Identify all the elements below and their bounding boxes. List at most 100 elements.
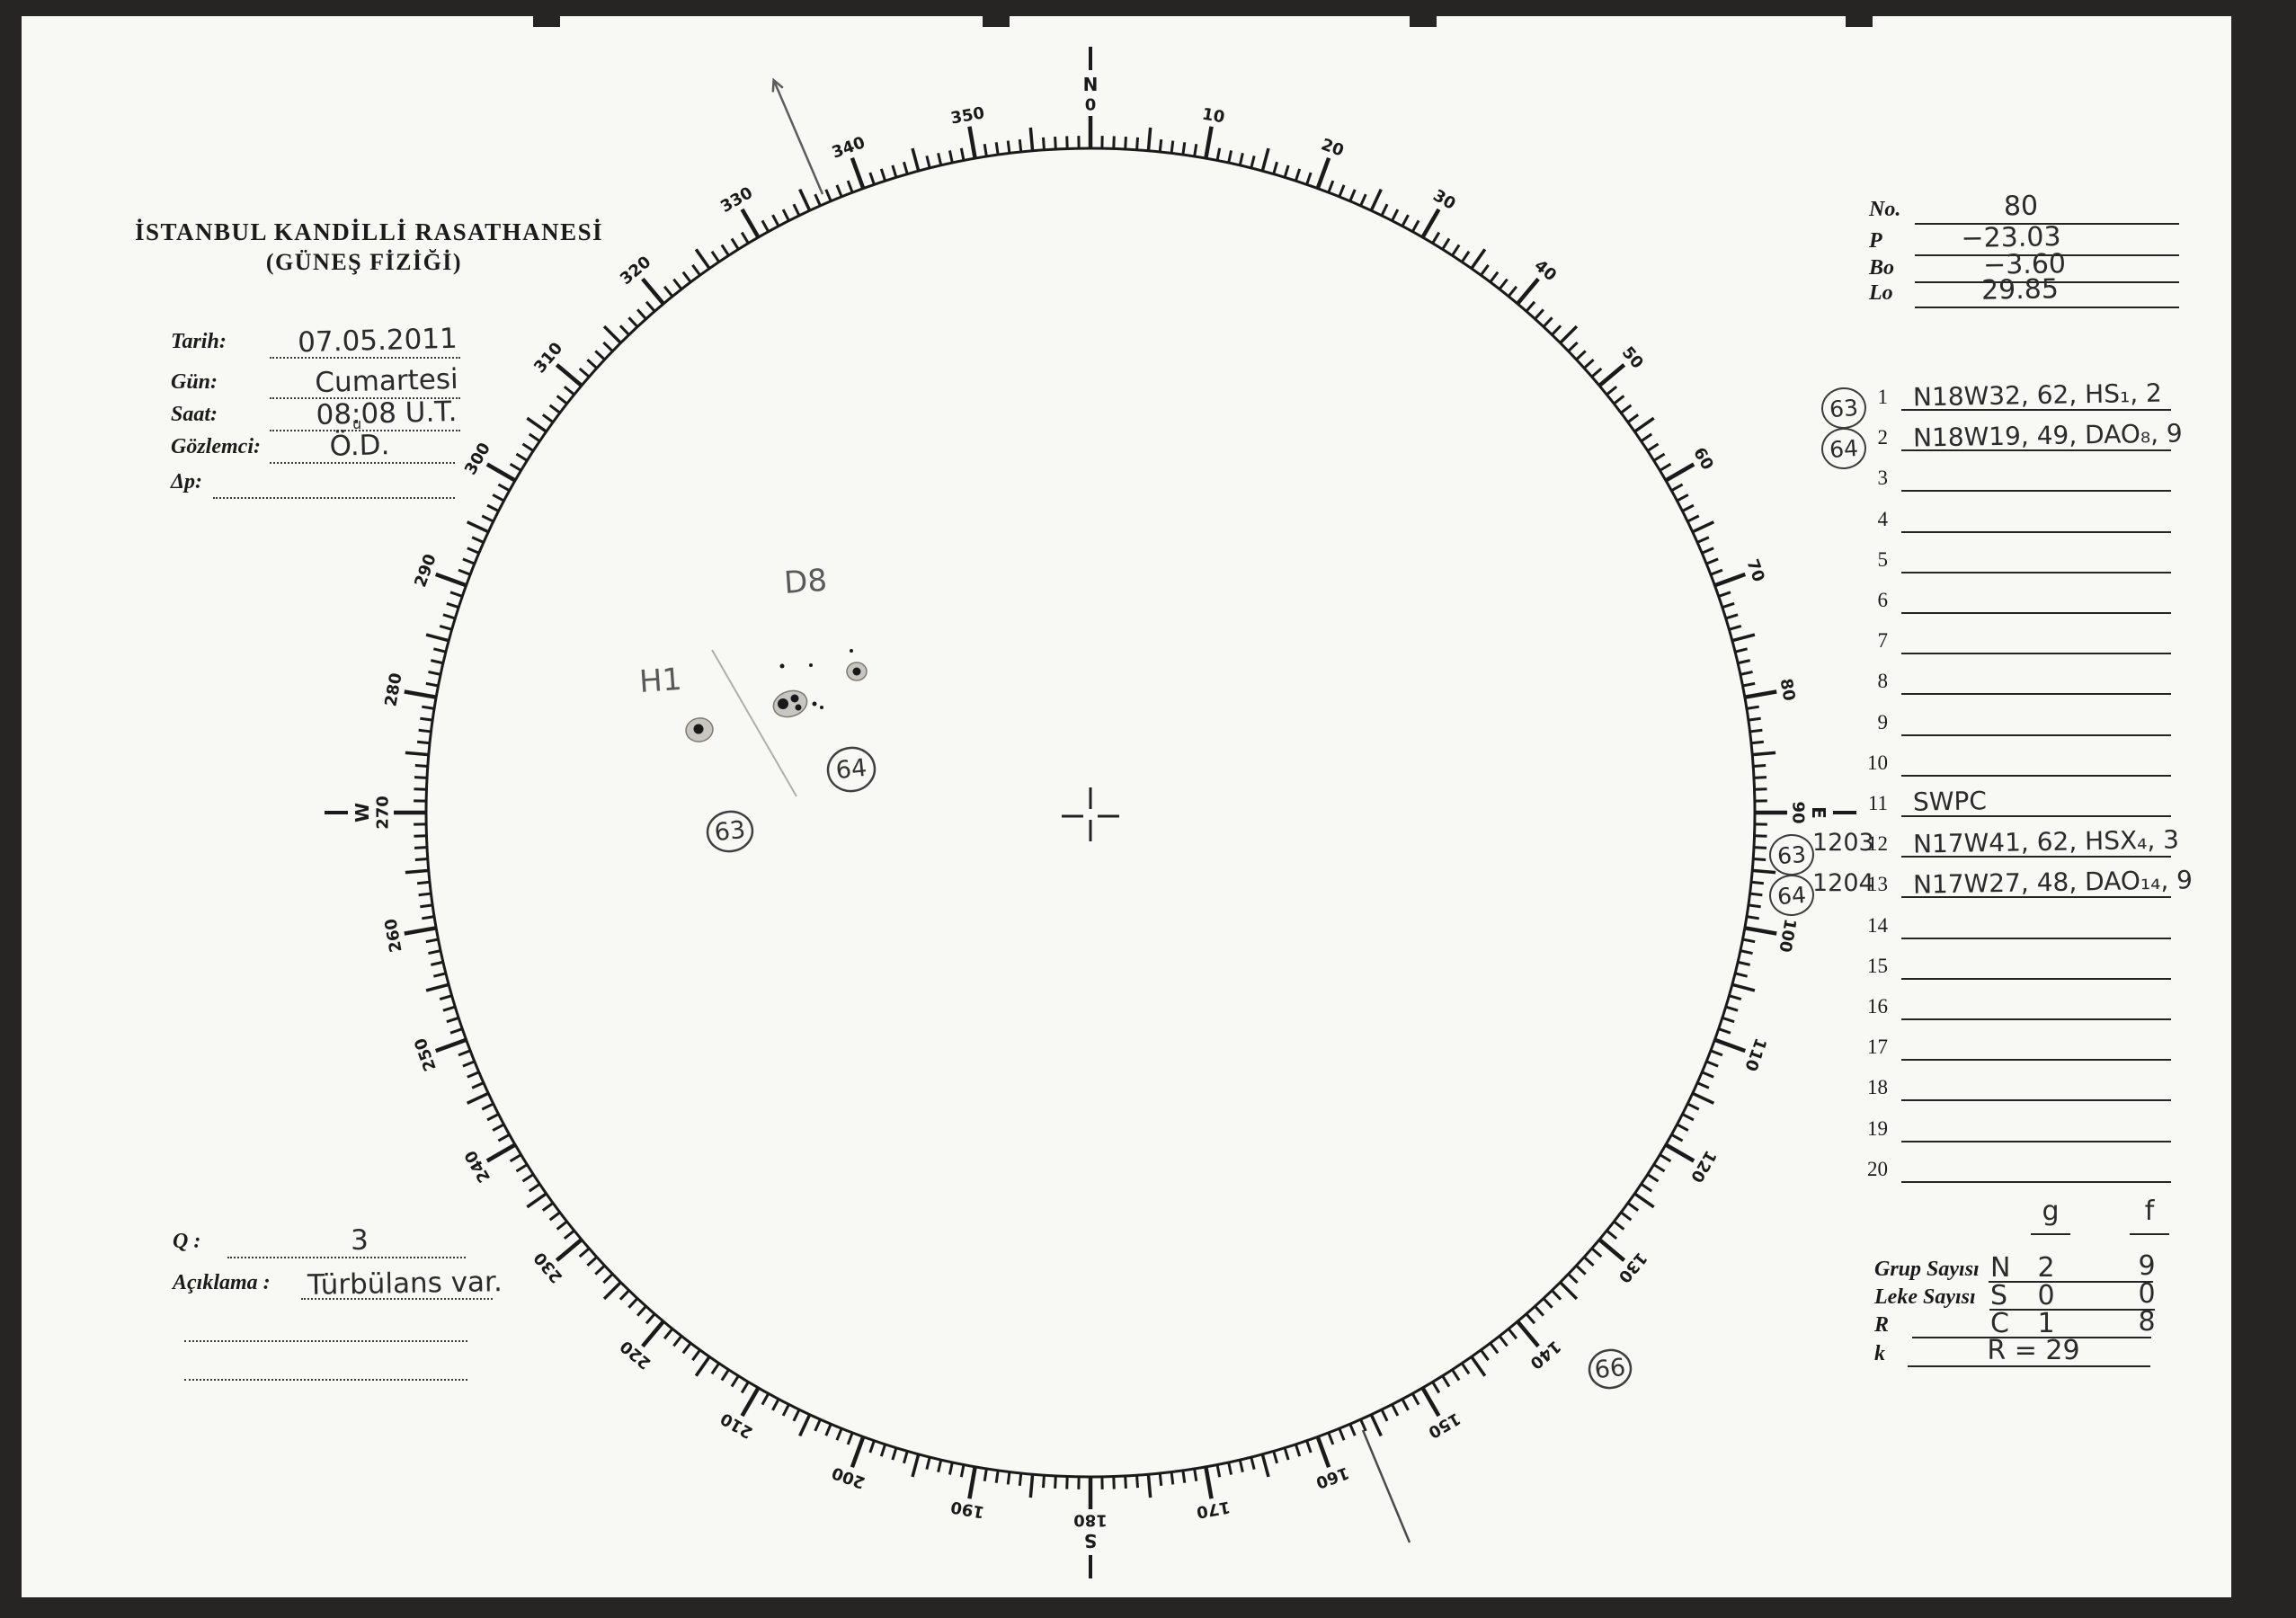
degree-tick xyxy=(422,705,435,710)
degree-tick xyxy=(1640,432,1653,442)
degree-tick xyxy=(850,156,866,190)
degree-label: 140 xyxy=(1526,1337,1564,1373)
degree-tick xyxy=(442,1005,456,1012)
degree-tick xyxy=(1734,647,1748,653)
degree-tick xyxy=(497,1133,511,1142)
degree-tick xyxy=(959,147,966,161)
degree-label: 220 xyxy=(617,1337,654,1373)
cardinal-letter: S xyxy=(1084,1530,1097,1551)
degree-tick xyxy=(710,1362,721,1375)
degree-label: 60 xyxy=(1689,444,1717,473)
degree-label: 230 xyxy=(530,1249,566,1286)
degree-tick xyxy=(771,1398,780,1411)
scan-border-bottom xyxy=(0,1597,2296,1618)
degree-tick xyxy=(1583,359,1595,369)
degree-tick xyxy=(1633,416,1655,433)
degree-tick xyxy=(1725,613,1739,620)
degree-tick xyxy=(691,263,701,277)
sunspot-pore xyxy=(779,663,785,669)
degree-tick xyxy=(994,142,1000,156)
degree-tick xyxy=(1670,1133,1684,1142)
degree-tick xyxy=(526,416,547,433)
degree-tick xyxy=(798,188,812,211)
degree-tick xyxy=(458,1049,471,1057)
circled-number-text: 63 xyxy=(713,816,746,847)
degree-tick xyxy=(1451,1368,1461,1382)
degree-tick xyxy=(1260,147,1270,172)
degree-tick xyxy=(740,208,761,239)
degree-tick xyxy=(1696,536,1710,544)
degree-tick xyxy=(771,214,780,227)
group-type-label: H1 xyxy=(638,662,683,700)
degree-tick xyxy=(458,568,471,576)
degree-tick xyxy=(720,1368,730,1382)
degree-label: 190 xyxy=(949,1497,986,1521)
degree-label: 90 xyxy=(1789,801,1808,823)
degree-tick xyxy=(1369,188,1383,211)
degree-tick xyxy=(1028,1474,1035,1498)
degree-tick xyxy=(449,1027,463,1035)
degree-tick xyxy=(740,231,750,244)
degree-tick xyxy=(798,1414,812,1437)
degree-tick xyxy=(1470,248,1487,270)
degree-tick xyxy=(1746,705,1759,710)
degree-tick xyxy=(937,1459,943,1473)
degree-tick xyxy=(602,324,622,344)
degree-tick xyxy=(446,601,459,609)
degree-tick xyxy=(1664,1142,1695,1163)
degree-tick xyxy=(1327,1432,1335,1445)
degree-label: 320 xyxy=(617,253,654,289)
degree-dial: 0 102030405060708090100110120130140150160… xyxy=(325,47,1856,1578)
degree-tick xyxy=(515,1163,529,1173)
degree-tick xyxy=(578,367,591,378)
degree-tick xyxy=(1054,136,1057,150)
sunspot xyxy=(772,689,808,718)
degree-tick xyxy=(1722,1016,1735,1024)
degree-label: 200 xyxy=(830,1462,868,1492)
degree-tick xyxy=(1664,462,1695,483)
degree-tick xyxy=(1516,1320,1540,1348)
degree-tick xyxy=(1742,681,1756,688)
sunspot xyxy=(685,717,714,742)
degree-tick xyxy=(1620,1211,1633,1222)
degree-tick xyxy=(428,670,441,676)
degree-label: 240 xyxy=(461,1147,494,1186)
degree-tick xyxy=(1272,161,1278,175)
degree-tick xyxy=(548,1211,561,1222)
degree-tick xyxy=(466,520,489,534)
degree-tick xyxy=(925,1456,931,1470)
cardinal-letter: E xyxy=(1808,806,1829,819)
degree-tick xyxy=(492,493,505,502)
degree-tick xyxy=(1753,763,1766,768)
degree-tick xyxy=(761,219,770,233)
degree-label: 0 xyxy=(1085,96,1097,115)
degree-tick xyxy=(835,1427,843,1441)
degree-tick xyxy=(1640,1182,1653,1193)
degree-tick xyxy=(481,514,494,523)
circled-number-text: 66 xyxy=(1593,1354,1626,1384)
degree-tick xyxy=(983,144,988,157)
degree-tick xyxy=(1740,670,1753,676)
degree-tick xyxy=(446,1016,459,1024)
degree-tick xyxy=(1380,1409,1389,1422)
circled-group-number: 63 xyxy=(706,810,754,853)
degree-tick xyxy=(1193,144,1198,157)
degree-tick xyxy=(636,1305,647,1317)
degree-tick xyxy=(1750,880,1765,885)
degree-label: 170 xyxy=(1195,1497,1232,1521)
degree-tick xyxy=(1135,1475,1140,1489)
degree-tick xyxy=(672,278,683,290)
degree-tick xyxy=(1315,1436,1331,1469)
degree-tick xyxy=(983,1468,988,1481)
degree-tick xyxy=(846,1432,854,1445)
degree-tick xyxy=(541,413,555,423)
sunspot-umbra xyxy=(795,704,802,711)
circled-number-ellipse xyxy=(1588,1348,1633,1390)
degree-tick xyxy=(1676,493,1689,502)
degree-tick xyxy=(1146,127,1152,151)
degree-tick xyxy=(903,161,909,175)
observatory-name: İSTANBUL KANDİLLİ RASATHANESİ xyxy=(135,218,604,245)
degree-tick xyxy=(528,1182,541,1193)
degree-tick xyxy=(404,689,437,699)
circled-number-text: 64 xyxy=(834,754,868,785)
